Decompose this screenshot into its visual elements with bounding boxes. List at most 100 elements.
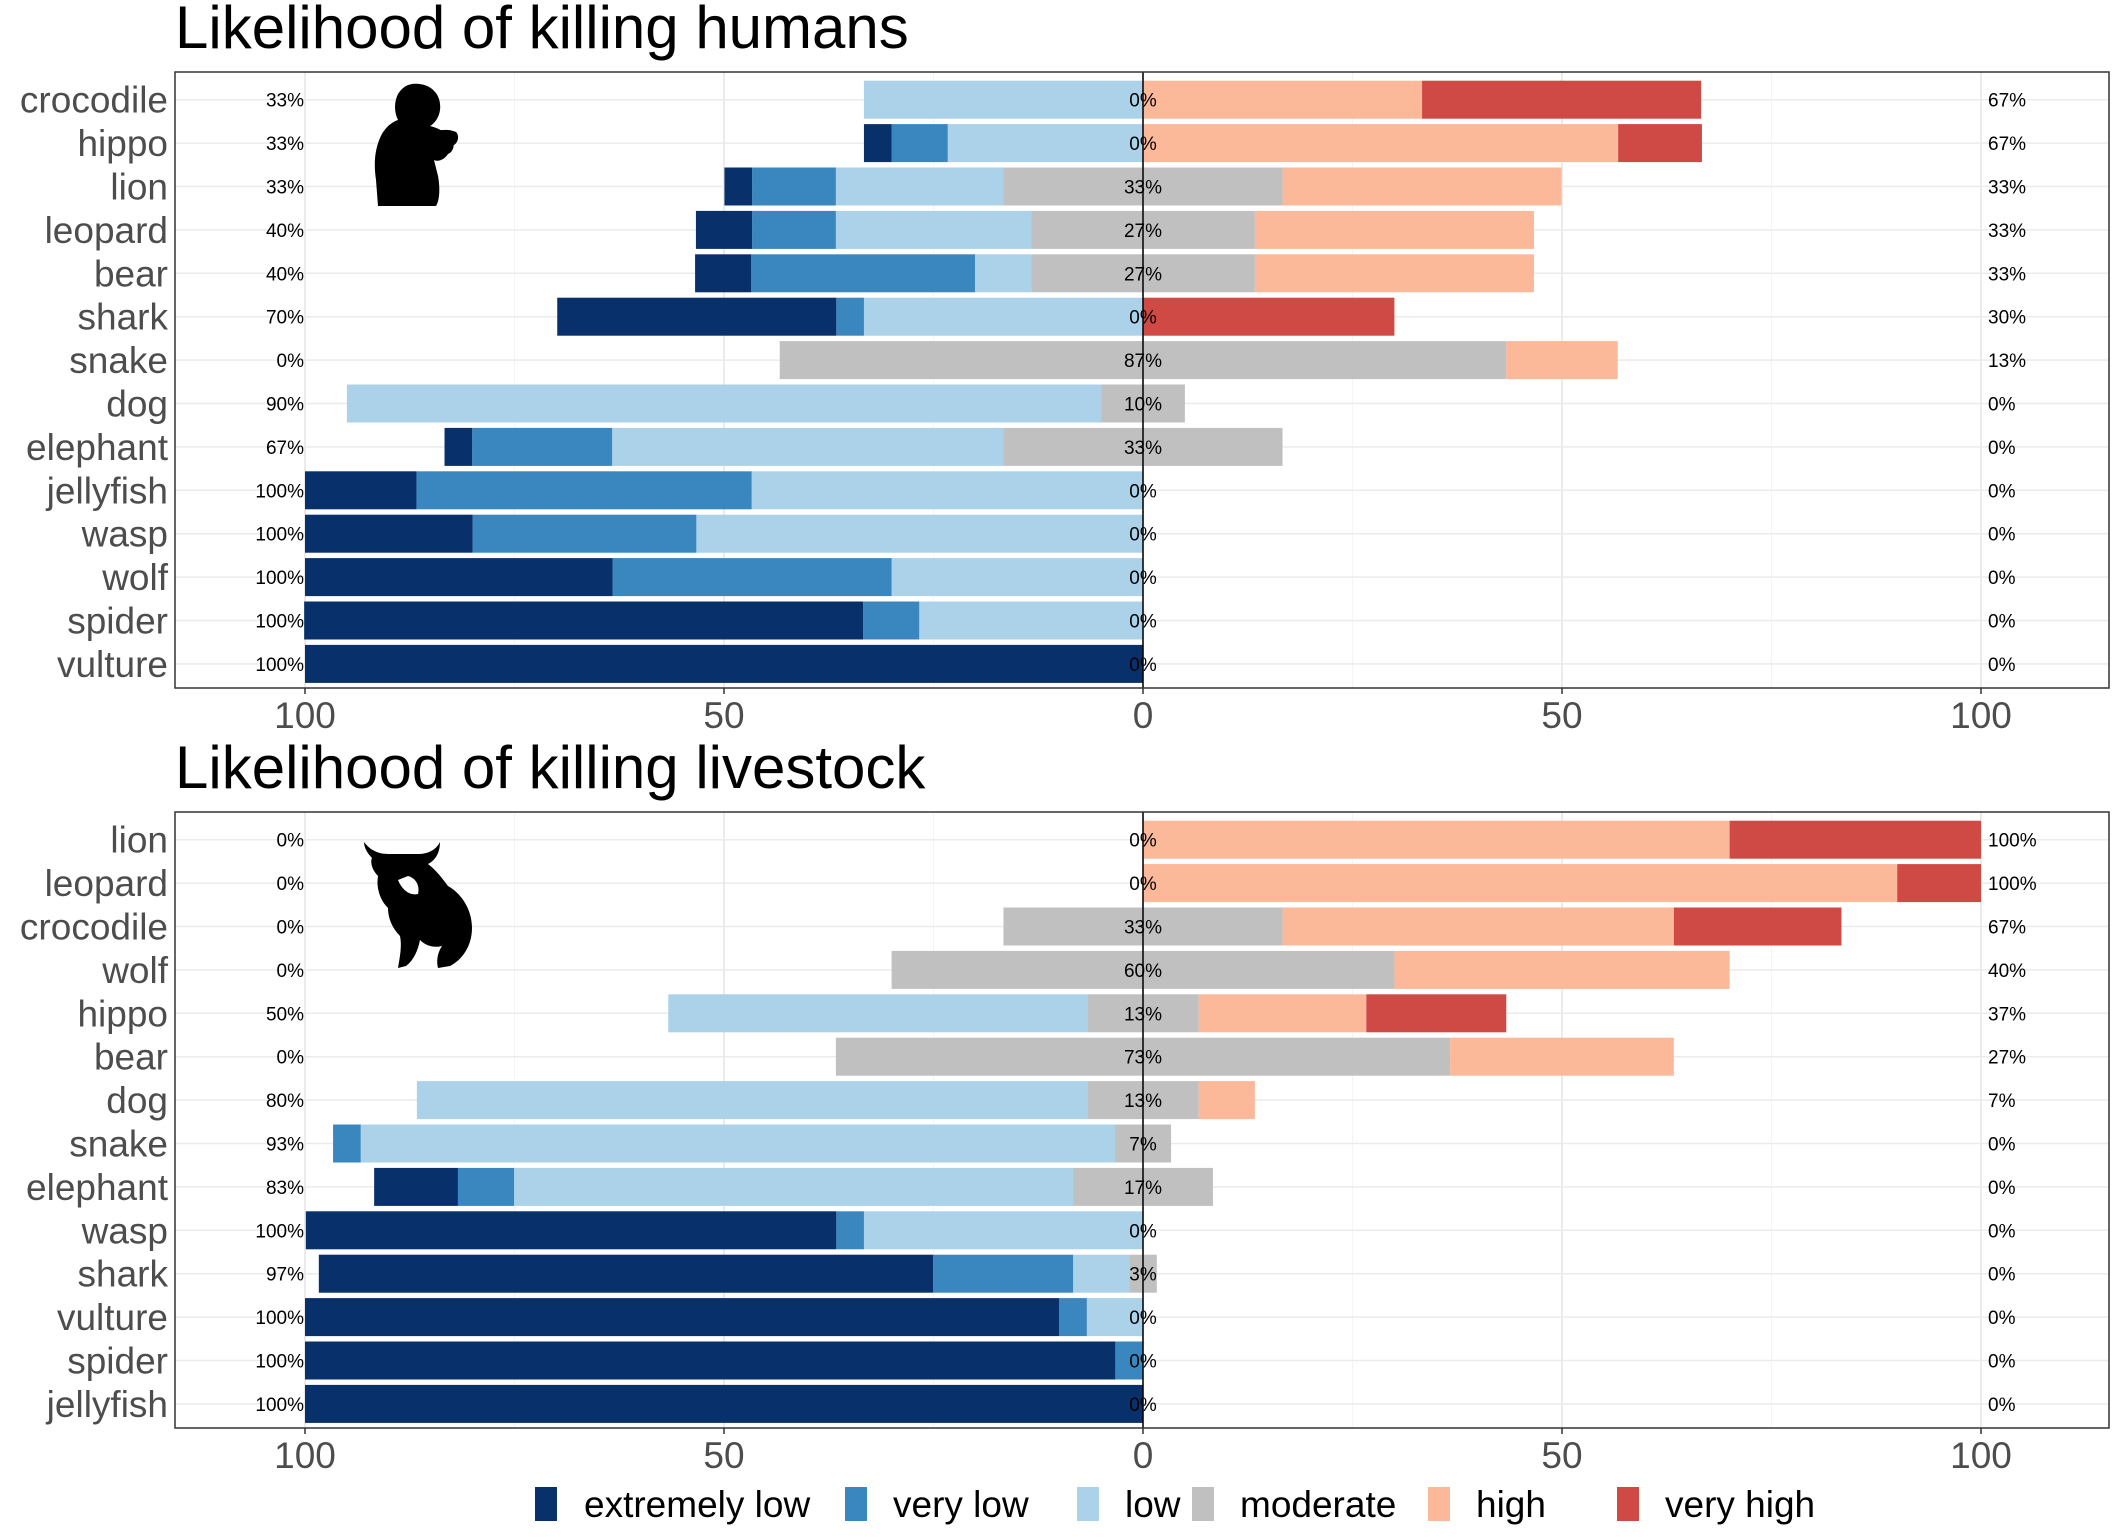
legend-item-extremely-low: extremely low — [535, 1484, 810, 1525]
bar-segment-high — [1198, 1081, 1255, 1120]
center-percent-label: 33% — [1124, 178, 1162, 199]
center-percent-label: 13% — [1124, 1004, 1162, 1025]
x-tick-label: 100 — [1950, 695, 2012, 736]
center-percent-label: 10% — [1124, 395, 1162, 416]
category-label: vulture — [57, 644, 168, 685]
bar-segment-extremely-low — [557, 297, 837, 336]
right-percent-label: 0% — [1988, 1395, 2016, 1416]
bar-segment-extremely-low — [695, 254, 752, 293]
legend-label: low — [1125, 1484, 1181, 1525]
left-percent-label: 90% — [266, 395, 304, 416]
category-label: bear — [94, 253, 168, 294]
legend-label: very low — [893, 1484, 1029, 1525]
category-label: hippo — [77, 993, 168, 1034]
bar-segment-very-low — [933, 1254, 1074, 1293]
category-label: crocodile — [20, 80, 168, 121]
right-percent-label: 7% — [1988, 1091, 2016, 1112]
x-tick-label: 50 — [1541, 1435, 1582, 1476]
livestock-panel: Likelihood of killing livestock 0% 0% 100%… — [20, 734, 2110, 1476]
center-percent-label: 33% — [1124, 438, 1162, 459]
category-label: snake — [69, 340, 168, 381]
livestock-x-tick-labels: 100 50 0 50 100 — [274, 1428, 2012, 1476]
bar-segment-very-high — [1422, 80, 1702, 119]
left-percent-label: 0% — [277, 831, 305, 852]
right-percent-label: 33% — [1988, 178, 2026, 199]
category-label: hippo — [77, 123, 168, 164]
center-percent-label: 0% — [1129, 1221, 1157, 1242]
right-percent-label: 0% — [1988, 655, 2016, 676]
bar-segment-extremely-low — [305, 1384, 1143, 1423]
left-percent-label: 100% — [255, 612, 304, 633]
center-percent-label: 0% — [1129, 1308, 1157, 1329]
bar-segment-very-low — [752, 167, 836, 206]
legend-swatch — [1428, 1487, 1450, 1521]
category-label: snake — [69, 1124, 168, 1165]
center-percent-label: 0% — [1129, 308, 1157, 329]
bar-segment-extremely-low — [305, 1298, 1060, 1337]
left-percent-label: 0% — [277, 918, 305, 939]
left-percent-label: 100% — [255, 1221, 304, 1242]
right-percent-label: 0% — [1988, 438, 2016, 459]
category-label: spider — [67, 1341, 168, 1382]
left-percent-label: 50% — [266, 1004, 304, 1025]
category-label: shark — [78, 1254, 169, 1295]
bar-segment-extremely-low — [318, 1254, 934, 1293]
right-percent-label: 40% — [1988, 961, 2026, 982]
bar-segment-very-low — [1115, 1341, 1143, 1380]
right-percent-label: 37% — [1988, 1004, 2026, 1025]
category-label: bear — [94, 1037, 168, 1078]
bar-segment-low — [863, 297, 1143, 336]
right-percent-label: 0% — [1988, 1265, 2016, 1286]
humans-bars — [304, 80, 1702, 683]
legend-swatch — [535, 1487, 557, 1521]
bar-segment-very-high — [1897, 864, 1981, 903]
left-percent-label: 100% — [255, 525, 304, 546]
category-label: vulture — [57, 1297, 168, 1338]
right-percent-label: 67% — [1988, 134, 2026, 155]
bar-segment-extremely-low — [304, 601, 864, 640]
livestock-percent-labels: 0% 0% 100% 0% 0% 100% 0% 33% 67% 0% 60% 40% 50% 13% 37… — [255, 831, 2036, 1416]
humans-percent-labels: 33% 0% 67% 33% 0% 67% 33% 33% 33% 40% 27% 33% 40% 27%… — [255, 91, 2026, 676]
bar-segment-high — [1143, 864, 1898, 903]
livestock-category-labels: lionleopardcrocodilewolfhippobeardogsnak… — [20, 820, 169, 1425]
legend-label: high — [1476, 1484, 1546, 1525]
bar-segment-high — [1198, 994, 1367, 1033]
livestock-chart-title: Likelihood of killing livestock — [175, 734, 926, 801]
center-percent-label: 87% — [1124, 351, 1162, 372]
bar-segment-very-low — [1059, 1298, 1087, 1337]
left-percent-label: 70% — [266, 308, 304, 329]
bar-segment-high — [1450, 1037, 1674, 1076]
category-label: jellyfish — [46, 470, 168, 511]
legend-swatch — [1617, 1487, 1639, 1521]
center-percent-label: 27% — [1124, 221, 1162, 242]
bar-segment-high — [1506, 341, 1618, 380]
category-label: shark — [78, 297, 169, 338]
bar-segment-very-high — [1366, 994, 1507, 1033]
left-percent-label: 100% — [255, 1395, 304, 1416]
center-percent-label: 0% — [1129, 1352, 1157, 1373]
x-tick-label: 50 — [1541, 695, 1582, 736]
right-percent-label: 67% — [1988, 91, 2026, 112]
bar-segment-low — [346, 384, 1102, 423]
left-percent-label: 100% — [255, 481, 304, 502]
category-label: elephant — [26, 1167, 169, 1208]
right-percent-label: 33% — [1988, 264, 2026, 285]
right-percent-label: 0% — [1988, 1135, 2016, 1156]
legend-label: very high — [1665, 1484, 1815, 1525]
bar-segment-very-low — [752, 210, 836, 249]
category-label: leopard — [45, 863, 168, 904]
center-percent-label: 7% — [1129, 1135, 1157, 1156]
charging-bull-silhouette-icon — [364, 842, 472, 968]
center-percent-label: 0% — [1129, 1395, 1157, 1416]
right-percent-label: 100% — [1988, 874, 2037, 895]
x-tick-label: 100 — [1950, 1435, 2012, 1476]
center-percent-label: 0% — [1129, 481, 1157, 502]
bar-segment-low — [751, 471, 1143, 510]
legend-label: extremely low — [584, 1484, 810, 1525]
x-tick-label: 100 — [274, 695, 336, 736]
bar-segment-very-high — [1618, 124, 1702, 163]
legend-item-moderate: moderate — [1192, 1484, 1396, 1525]
legend: extremely low very low low moderate high very… — [535, 1484, 1815, 1525]
category-label: dog — [106, 384, 168, 425]
